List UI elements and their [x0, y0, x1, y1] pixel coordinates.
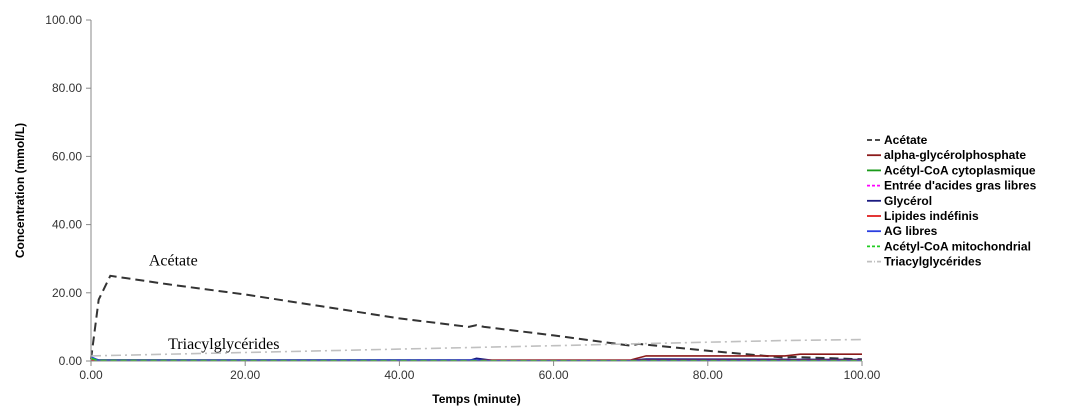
y-axis-title: Concentration (mmol/L) [13, 123, 27, 258]
legend-item-acetate: Acétate [867, 133, 928, 147]
annotation-triacylglycerides: Triacylglycérides [168, 336, 279, 353]
y-tick-label: 40.00 [52, 218, 82, 232]
x-tick-label: 40.00 [384, 368, 414, 382]
annotations: Acétate Triacylglycérides [149, 253, 280, 354]
series-line-acetate [90, 274, 863, 361]
y-tick-label: 0.00 [59, 354, 83, 368]
legend-item-alpha-glycerolphosphate: alpha-glycérolphosphate [867, 148, 1026, 162]
x-tick-label: 80.00 [693, 368, 723, 382]
legend-item-acetyl-coa-cytoplasmique: Acétyl-CoA cytoplasmique [867, 163, 1036, 177]
legend-label: Acétyl-CoA cytoplasmique [884, 163, 1036, 177]
x-axis-title: Temps (minute) [432, 392, 520, 406]
legend-item-ag-libres: AG libres [867, 224, 938, 238]
series-line-acetyl-coa-mitochondrial [90, 357, 862, 362]
legend-label: Triacylglycérides [884, 255, 982, 269]
y-tick-label: 20.00 [52, 286, 82, 300]
legend-item-acetyl-coa-mitochondrial: Acétyl-CoA mitochondrial [867, 239, 1031, 253]
y-tick-label: 80.00 [52, 81, 82, 95]
x-tick-label: 100.00 [844, 368, 881, 382]
legend-label: Entrée d'acides gras libres [884, 179, 1037, 193]
legend-label: Acétyl-CoA mitochondrial [884, 239, 1031, 253]
legend-label: Glycérol [884, 194, 932, 208]
y-tick-label: 100.00 [45, 13, 82, 27]
annotation-acetate: Acétate [149, 253, 198, 270]
legend-label: Lipides indéfinis [884, 209, 979, 223]
legend-item-glycerol: Glycérol [867, 194, 932, 208]
x-tick-label: 20.00 [230, 368, 260, 382]
y-tick-labels: 0.00 20.00 40.00 60.00 80.00 100.00 [45, 13, 91, 368]
axes [90, 20, 862, 362]
legend-label: Acétate [884, 133, 928, 147]
legend-item-triacylglycerides: Triacylglycérides [867, 255, 982, 269]
legend-label: AG libres [884, 224, 938, 238]
x-tick-label: 0.00 [79, 368, 103, 382]
y-tick-label: 60.00 [52, 149, 82, 163]
legend-item-lipides-indefinis: Lipides indéfinis [867, 209, 979, 223]
x-tick-label: 60.00 [539, 368, 569, 382]
legend-label: alpha-glycérolphosphate [884, 148, 1026, 162]
legend-item-entree-d-acides-gras-libres: Entrée d'acides gras libres [867, 179, 1037, 193]
series-line-triacylglycerides [90, 338, 863, 357]
x-tick-labels: 0.00 20.00 40.00 60.00 80.00 100.00 [79, 361, 881, 382]
legend: Acétatealpha-glycérolphosphateAcétyl-CoA… [867, 133, 1037, 269]
